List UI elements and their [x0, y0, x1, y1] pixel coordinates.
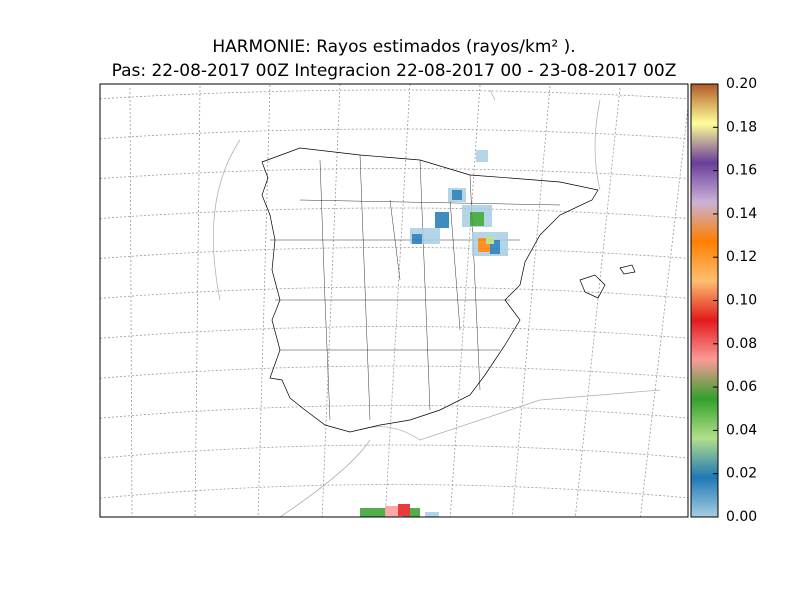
graticule [100, 84, 688, 517]
colorbar-tick-label: 0.14 [726, 206, 757, 222]
colorbar-tick-label: 0.00 [726, 509, 757, 525]
colorbar-tick-label: 0.08 [726, 336, 757, 352]
colorbar-tick-label: 0.10 [726, 293, 757, 309]
colorbar-tick-label: 0.12 [726, 249, 757, 265]
lightning-cells [360, 150, 508, 517]
map [100, 84, 688, 517]
colorbar-tick-label: 0.20 [726, 76, 757, 92]
map-subtitle: Pas: 22-08-2017 00Z Integracion 22-08-20… [112, 61, 677, 81]
colorbar-tick-label: 0.06 [726, 379, 757, 395]
colorbar-tick-label: 0.18 [726, 119, 757, 135]
iberia-coast [261, 147, 599, 433]
colorbar-tick-label: 0.02 [726, 466, 757, 482]
map-title: HARMONIE: Rayos estimados (rayos/km² ). [212, 37, 575, 57]
map-frame [99, 83, 689, 518]
colorbar-tick-label: 0.04 [726, 422, 757, 438]
provinces [270, 154, 561, 421]
colorbar-tick-label: 0.16 [726, 163, 757, 179]
balearic-islands [579, 264, 636, 299]
